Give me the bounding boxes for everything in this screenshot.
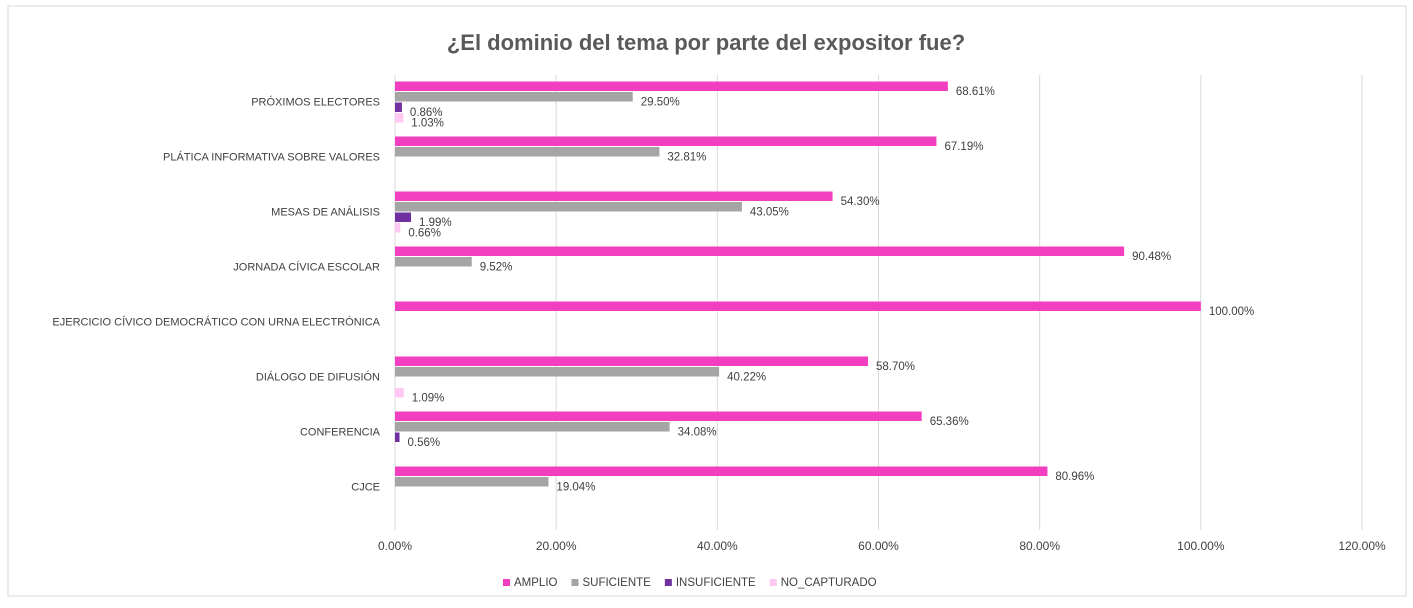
x-tick-label: 80.00%: [1019, 539, 1060, 553]
bar: [395, 102, 402, 112]
bar: [395, 301, 1201, 311]
data-label: 19.04%: [556, 482, 595, 494]
bar: [395, 202, 742, 212]
data-label: 0.66%: [408, 228, 441, 240]
legend-label: NO_CAPTURADO: [781, 577, 877, 589]
y-tick-label: PRÓXIMOS ELECTORES: [251, 95, 380, 108]
x-tick-label: 100.00%: [1177, 539, 1225, 553]
data-label: 65.36%: [930, 416, 969, 428]
data-label: 40.22%: [727, 372, 766, 384]
bar: [395, 212, 412, 222]
y-tick-label: EJERCICIO CÍVICO DEMOCRÁTICO CON URNA EL…: [52, 315, 380, 328]
bar: [395, 246, 1125, 256]
data-label: 1.99%: [419, 217, 452, 229]
x-tick-label: 0.00%: [378, 539, 412, 553]
x-tick-label: 40.00%: [697, 539, 738, 553]
legend-swatch: [571, 579, 579, 586]
data-label: 29.50%: [641, 97, 680, 109]
y-tick-label: DIÁLOGO DE DIFUSIÓN: [256, 370, 380, 383]
legend-swatch: [664, 579, 672, 586]
data-label: 68.61%: [956, 86, 995, 98]
x-tick-label: 20.00%: [536, 539, 577, 553]
data-label: 34.08%: [678, 427, 717, 439]
bar: [395, 477, 549, 487]
bar: [395, 81, 948, 91]
data-label: 0.86%: [410, 107, 443, 119]
bar: [395, 422, 670, 432]
data-label: 43.05%: [750, 207, 789, 219]
bar: [395, 411, 922, 421]
bar: [395, 147, 660, 157]
y-tick-label: CONFERENCIA: [300, 426, 381, 438]
y-tick-label: JORNADA CÍVICA ESCOLAR: [233, 260, 380, 273]
chart-title: ¿El dominio del tema por parte del expos…: [447, 30, 965, 55]
bar: [395, 388, 404, 398]
bar: [395, 432, 400, 442]
bar: [395, 466, 1048, 476]
bar: [395, 223, 401, 233]
y-tick-label: PLÁTICA INFORMATIVA SOBRE VALORES: [163, 150, 380, 163]
legend-label: SUFICIENTE: [582, 577, 651, 589]
legend-swatch: [769, 579, 777, 586]
data-label: 9.52%: [480, 262, 513, 274]
data-label: 90.48%: [1132, 251, 1171, 263]
bar: [395, 257, 472, 267]
bar: [395, 113, 404, 123]
data-label: 100.00%: [1209, 306, 1254, 318]
legend-label: INSUFICIENTE: [676, 577, 756, 589]
legend-label: AMPLIO: [514, 577, 558, 589]
chart-frame: [7, 5, 1407, 597]
data-label: 0.56%: [408, 437, 441, 449]
data-label: 67.19%: [944, 141, 983, 153]
data-label: 54.30%: [841, 196, 880, 208]
data-label: 32.81%: [667, 152, 706, 164]
data-label: 58.70%: [876, 361, 915, 373]
legend-swatch: [503, 579, 510, 586]
x-tick-label: 120.00%: [1338, 539, 1386, 553]
bar: [395, 191, 833, 201]
x-tick-label: 60.00%: [858, 539, 899, 553]
data-label: 1.03%: [411, 118, 444, 130]
bar: [395, 356, 869, 366]
bar: [395, 367, 720, 377]
bar: [395, 136, 937, 146]
y-tick-label: CJCE: [351, 481, 380, 493]
y-tick-label: MESAS DE ANÁLISIS: [271, 205, 380, 218]
data-label: 80.96%: [1055, 471, 1094, 483]
data-label: 1.09%: [412, 393, 445, 405]
bar: [395, 92, 633, 102]
